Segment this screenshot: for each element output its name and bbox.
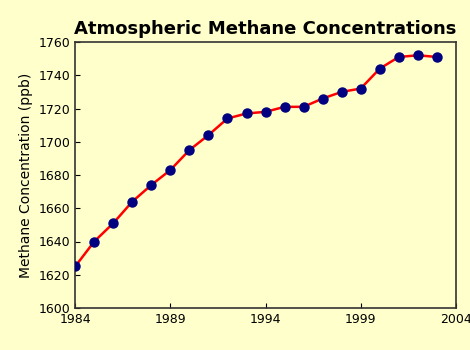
- Point: [243, 111, 250, 116]
- Point: [204, 132, 212, 138]
- Point: [395, 54, 402, 60]
- Point: [110, 220, 117, 226]
- Point: [338, 89, 345, 95]
- Point: [281, 104, 288, 110]
- Point: [186, 147, 193, 153]
- Point: [224, 116, 231, 121]
- Point: [300, 104, 307, 110]
- Point: [128, 199, 136, 204]
- Title: Atmospheric Methane Concentrations: Atmospheric Methane Concentrations: [74, 20, 457, 38]
- Point: [357, 86, 364, 91]
- Point: [433, 54, 440, 60]
- Point: [319, 96, 326, 101]
- Y-axis label: Methane Concentration (ppb): Methane Concentration (ppb): [19, 72, 33, 278]
- Point: [166, 167, 174, 173]
- Point: [414, 52, 422, 58]
- Point: [148, 182, 155, 188]
- Point: [262, 109, 269, 114]
- Point: [90, 239, 98, 244]
- Point: [71, 264, 79, 269]
- Point: [376, 66, 384, 71]
